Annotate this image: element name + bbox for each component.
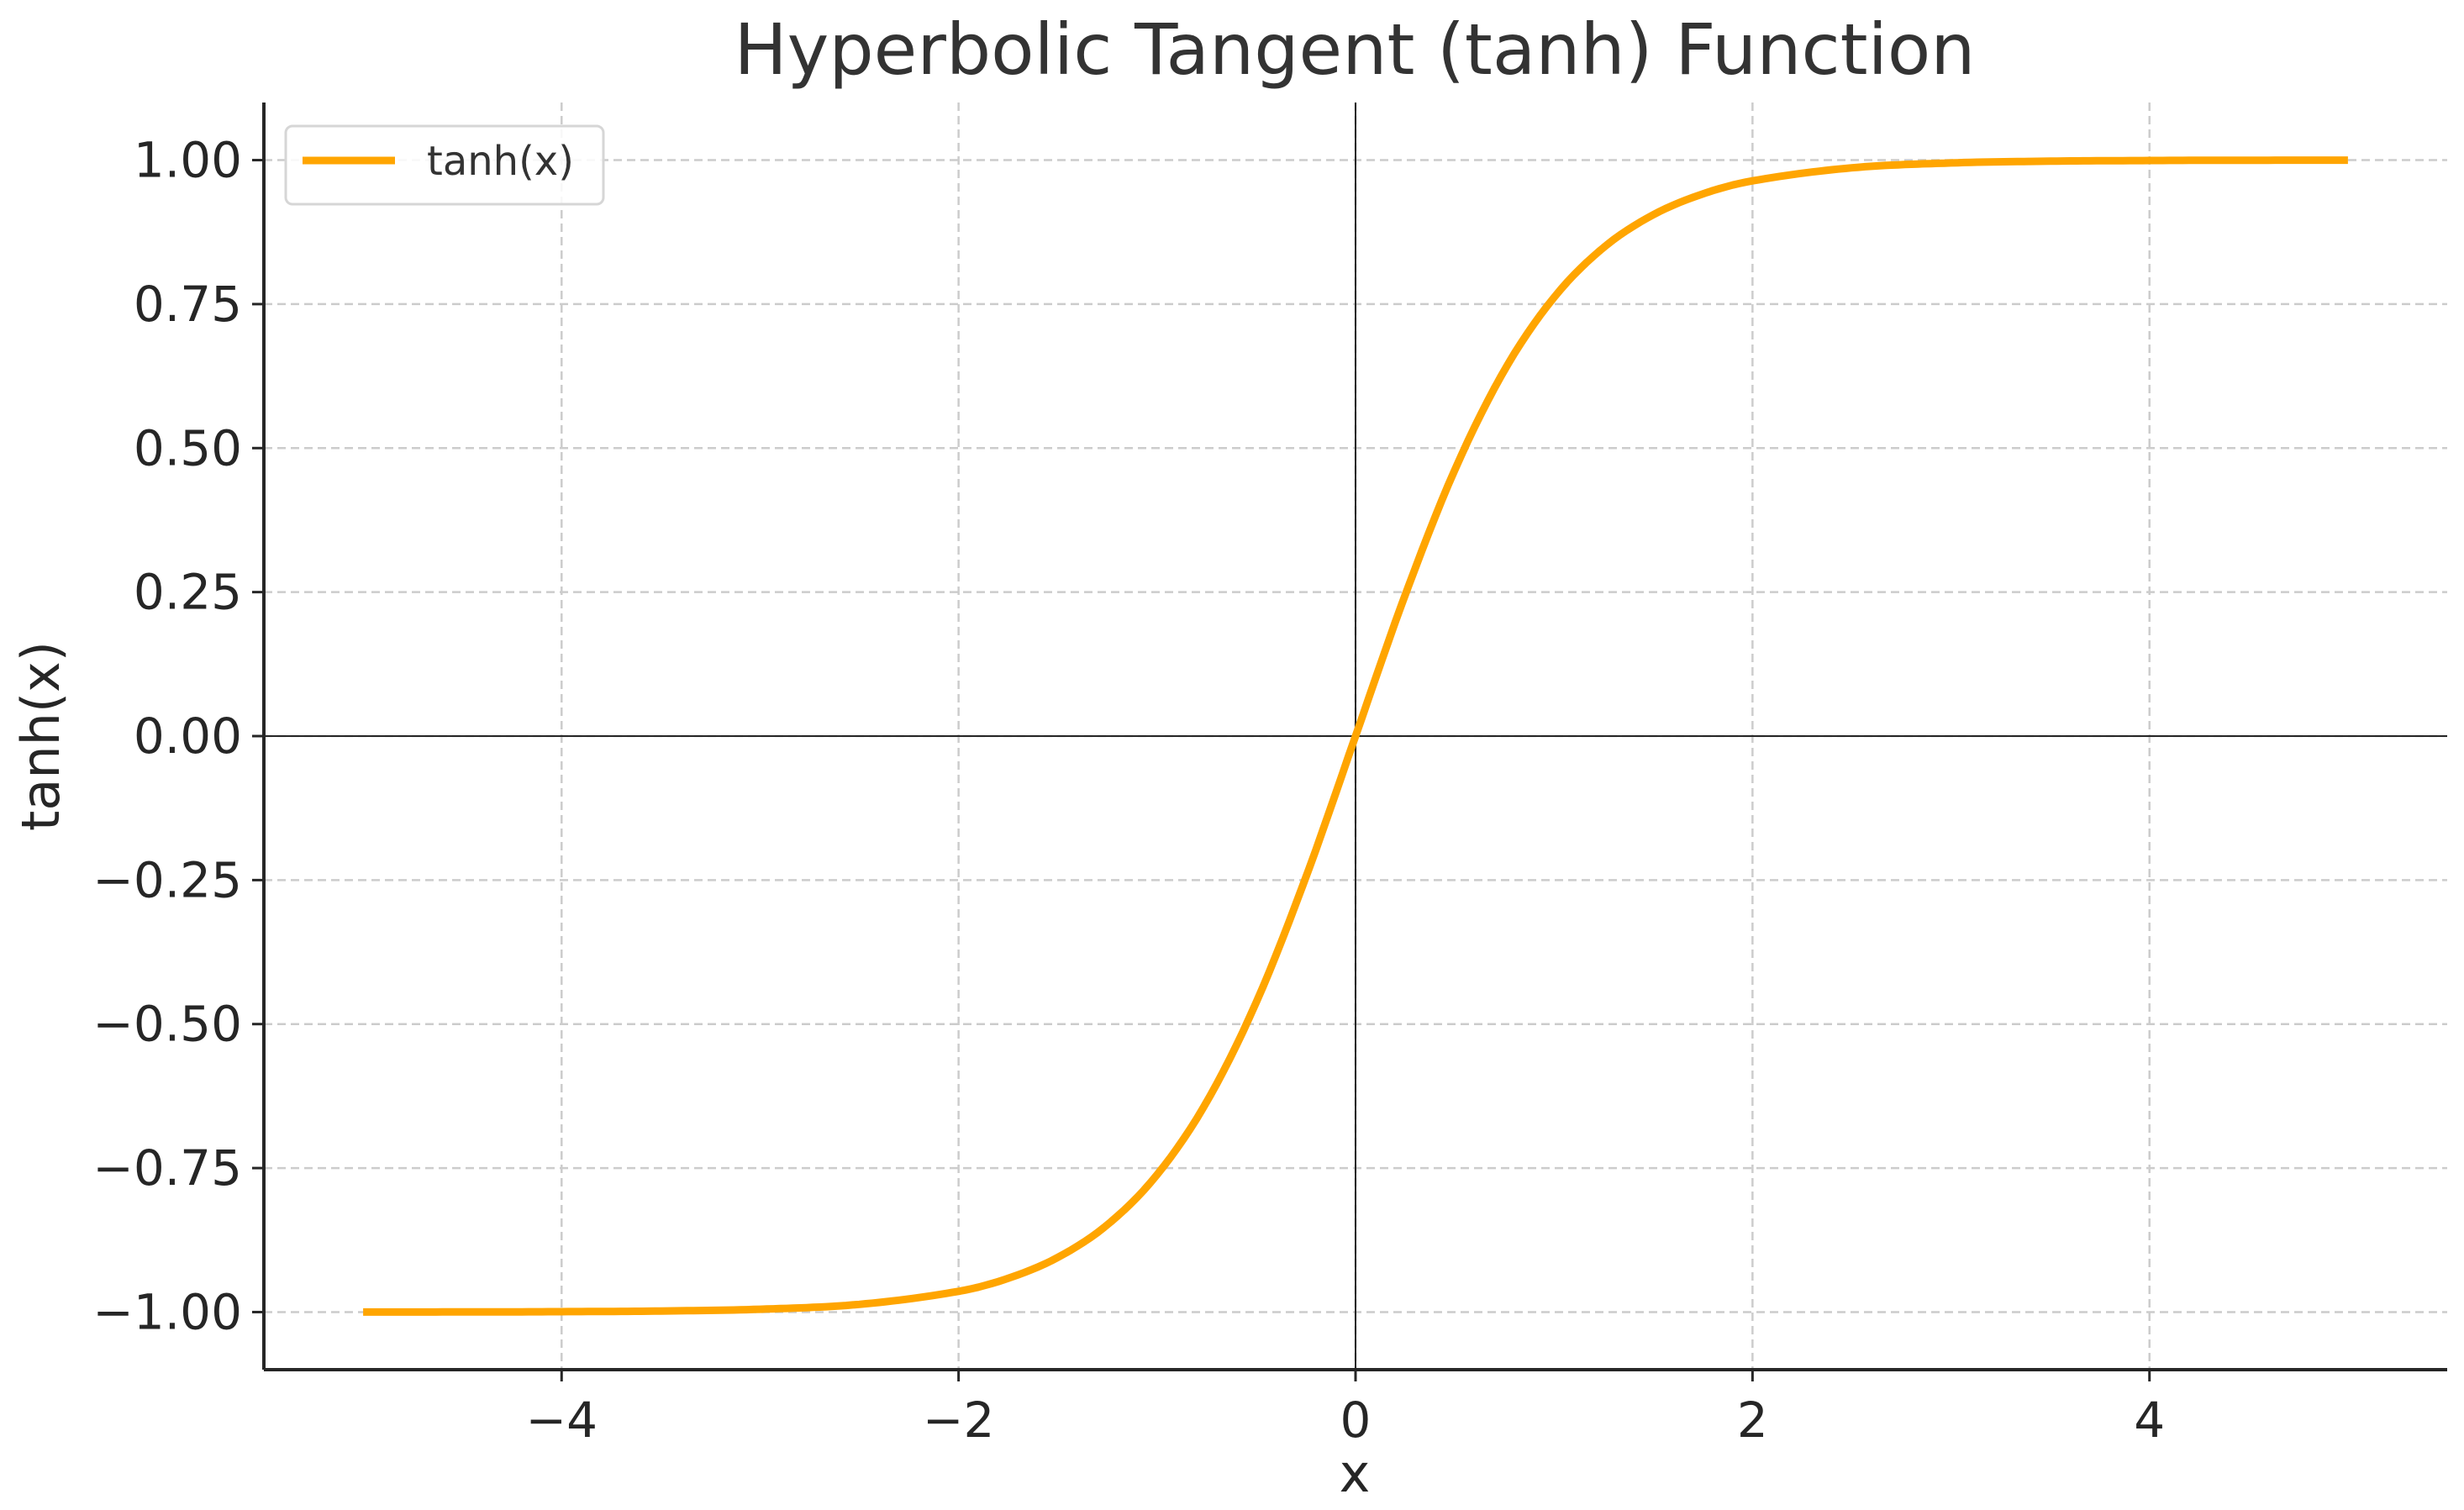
- y-tick-label: 0.00: [134, 708, 242, 765]
- x-tick-label: −2: [923, 1392, 995, 1449]
- chart-title: Hyperbolic Tangent (tanh) Function: [734, 8, 1975, 91]
- series-line-tanh: [363, 156, 2348, 1316]
- x-axis-label: x: [1340, 1443, 1371, 1504]
- legend-box: [284, 124, 605, 206]
- y-tick-label: −0.50: [92, 996, 242, 1053]
- x-tick-label: −4: [526, 1392, 598, 1449]
- y-tick-label: 0.75: [134, 276, 242, 333]
- y-tick-label: 0.50: [134, 419, 242, 476]
- y-tick-label: 1.00: [134, 132, 242, 189]
- y-axis-ticks: 1.00 0.75 0.50 0.25 0.00 −0.25 −0.50 −0.75 −1.00: [92, 132, 264, 1340]
- series-layer: [363, 156, 2348, 1316]
- y-tick-label: −1.00: [92, 1283, 242, 1340]
- y-tick-label: −0.25: [92, 851, 242, 908]
- x-axis-ticks: −4 −2 0 2 4: [526, 1370, 2165, 1449]
- x-tick-label: 4: [2134, 1392, 2165, 1449]
- y-tick-label: 0.25: [134, 564, 242, 621]
- x-tick-label: 0: [1340, 1392, 1372, 1449]
- legend-label: tanh(x): [427, 138, 574, 185]
- x-tick-label: 2: [1737, 1392, 1768, 1449]
- legend: tanh(x): [284, 124, 605, 206]
- y-tick-label: −0.75: [92, 1139, 242, 1197]
- y-axis-label: tanh(x): [10, 641, 71, 831]
